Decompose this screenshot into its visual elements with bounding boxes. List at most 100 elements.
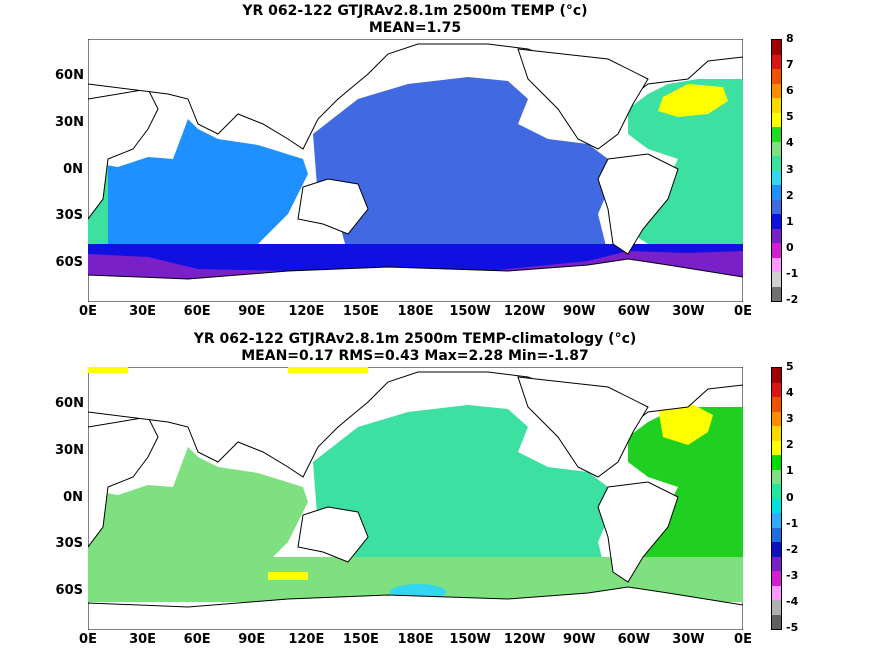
panel1-map (88, 39, 743, 302)
p2-lon-label: 90E (238, 632, 266, 647)
p1-colorbar-swatch (772, 141, 781, 156)
p2-colorbar-label: 2 (786, 438, 794, 452)
p1-colorbar-label: 7 (786, 58, 794, 72)
panel1-stats: MEAN=1.75 (368, 20, 462, 36)
p2-antarctica (88, 586, 743, 630)
p2-colorbar-label: 3 (786, 412, 794, 426)
p2-indian (88, 447, 308, 587)
p2-lat-60s: 60S (55, 583, 83, 598)
p1-pacific-ocean (313, 77, 613, 261)
p2-colorbar-swatch (772, 411, 781, 426)
p2-lat-60n: 60N (55, 396, 84, 411)
p1-colorbar-swatch (772, 127, 781, 142)
p2-pacific (313, 405, 613, 595)
p1-lon-label: 0E (734, 304, 752, 319)
p1-africa (88, 88, 159, 220)
p1-colorbar-label: 3 (786, 162, 794, 176)
p1-lat-60s: 60S (55, 255, 83, 270)
p1-natl-warm (658, 84, 728, 117)
p2-colorbar (771, 367, 782, 630)
p2-lon-label: 0E (734, 632, 752, 647)
p1-lon-label: 60W (617, 304, 651, 319)
p2-colorbar-swatch (772, 426, 781, 441)
panel2-stats: MEAN=0.17 RMS=0.43 Max=2.28 Min=-1.87 (241, 348, 589, 364)
p1-colorbar-label: -1 (786, 266, 799, 280)
p2-lat-30s: 30S (55, 536, 83, 551)
p1-lat-30n: 30N (55, 115, 84, 130)
p2-colorbar-label: -1 (786, 516, 799, 530)
p2-colorbar-swatch (772, 527, 781, 542)
p2-lon-label: 150W (449, 632, 491, 647)
p2-lat-0n: 0N (63, 490, 83, 505)
p2-lon-label: 150E (342, 632, 379, 647)
p2-colorbar-label: 5 (786, 360, 794, 373)
p2-colorbar-swatch (772, 498, 781, 513)
p1-colorbar-swatch (772, 98, 781, 113)
p2-lon-label: 30W (672, 632, 705, 647)
p2-colorbar-swatch (772, 368, 781, 383)
p2-colorbar-swatch (772, 571, 781, 586)
p1-lon-label: 150W (449, 304, 491, 319)
p1-lon-label: 90E (238, 304, 266, 319)
p1-lon-label: 120E (288, 304, 325, 319)
p2-colorbar-label: -3 (786, 568, 799, 582)
p1-lat-0n: 0N (63, 162, 83, 177)
p2-lon-label: 30E (129, 632, 157, 647)
p1-australia (297, 178, 369, 235)
p1-lat-60n: 60N (55, 68, 84, 83)
p2-colorbar-swatch (772, 484, 781, 499)
p2-lon-label: 120W (503, 632, 546, 647)
p2-colorbar-swatch (772, 397, 781, 412)
p2-colorbar-swatch (772, 440, 781, 455)
p1-antarctica (88, 258, 743, 302)
p2-colorbar-label: 1 (786, 464, 794, 478)
p1-colorbar-label: 5 (786, 110, 794, 124)
panel1-title: YR 062-122 GTJRAv2.8.1m 2500m TEMP (°c) (242, 3, 588, 19)
panel2-map (88, 367, 743, 630)
p2-lon-label: 120E (288, 632, 325, 647)
p1-lon-label: 120W (503, 304, 546, 319)
p2-lon-label: 90W (563, 632, 596, 647)
p1-s-america (597, 153, 679, 255)
p1-colorbar-swatch (772, 69, 781, 84)
p2-colorbar-label: -2 (786, 542, 799, 556)
p2-lon-label: 60W (617, 632, 651, 647)
p2-colorbar-swatch (772, 469, 781, 484)
p1-colorbar-label: 0 (786, 240, 794, 254)
p1-colorbar-label: 2 (786, 188, 794, 202)
p2-colorbar-label: -5 (786, 621, 799, 634)
p2-lon-label: 60E (183, 632, 211, 647)
p1-lon-label: 30E (129, 304, 157, 319)
p1-colorbar-label: 1 (786, 214, 794, 228)
p2-colorbar-label: 4 (786, 386, 794, 400)
p1-lon-label: 0E (79, 304, 97, 319)
p1-colorbar-swatch (772, 170, 781, 185)
p1-colorbar-label: 6 (786, 84, 794, 98)
p2-africa (88, 416, 159, 548)
p1-colorbar-label: -2 (786, 293, 799, 306)
p1-lon-label: 60E (183, 304, 211, 319)
p1-colorbar-swatch (772, 156, 781, 171)
p1-colorbar-swatch (772, 214, 781, 229)
p1-colorbar-swatch (772, 83, 781, 98)
p2-colorbar-label: 0 (786, 490, 794, 504)
p1-colorbar-swatch (772, 286, 781, 301)
p1-lon-label: 180E (397, 304, 434, 319)
p1-n-america (517, 48, 649, 150)
p2-lon-label: 180E (397, 632, 434, 647)
p2-colorbar-swatch (772, 600, 781, 615)
p2-colorbar-swatch (772, 614, 781, 629)
p1-colorbar-swatch (772, 272, 781, 287)
p2-colorbar-swatch (772, 513, 781, 528)
p1-colorbar-swatch (772, 40, 781, 55)
p1-lon-label: 150E (342, 304, 379, 319)
p1-colorbar-swatch (772, 112, 781, 127)
p1-lat-30s: 30S (55, 208, 83, 223)
p2-natl-warm (658, 402, 713, 445)
p1-lon-label: 90W (563, 304, 596, 319)
p1-lon-label: 30W (672, 304, 705, 319)
p1-colorbar-swatch (772, 54, 781, 69)
p1-colorbar-label: 8 (786, 32, 794, 45)
p1-colorbar-label: 4 (786, 136, 794, 150)
p1-colorbar-swatch (772, 228, 781, 243)
